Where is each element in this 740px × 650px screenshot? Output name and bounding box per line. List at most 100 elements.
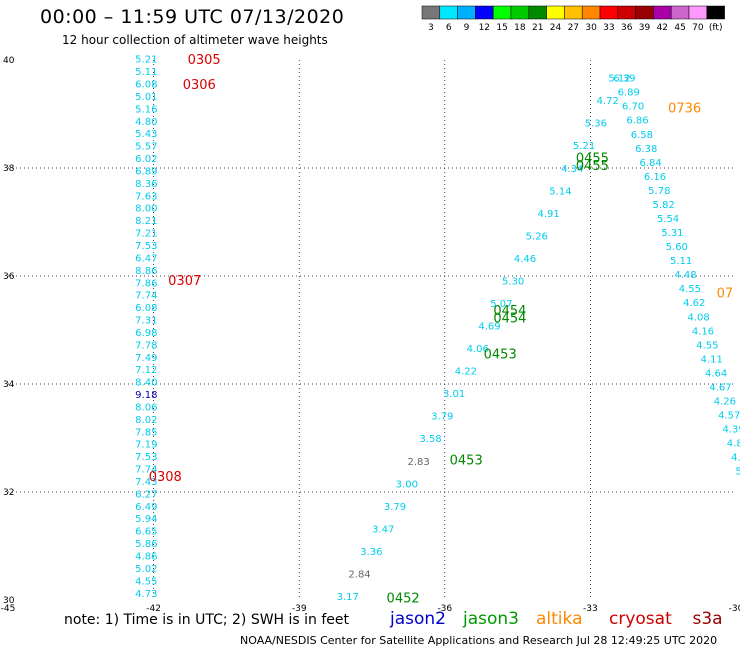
track-value-label: 5.82: [653, 200, 675, 211]
pass-time-label: 0306: [183, 78, 216, 93]
x-tick-label: -36: [437, 604, 452, 614]
track-value-label: 7.85: [135, 427, 157, 438]
y-tick-label: 34: [3, 380, 15, 390]
track-value-label: 4.80: [135, 117, 157, 128]
track-value-label: 5.57: [135, 142, 157, 153]
track-value-label: 4.39: [722, 425, 740, 436]
scale-label: 33: [603, 23, 614, 33]
track-value-label: 6.70: [622, 102, 644, 113]
track-value-label: 6.65: [135, 527, 157, 538]
track-value-label: 7.63: [135, 191, 157, 202]
track-value-label: 5.43: [135, 129, 157, 140]
track-value-label: 5.11: [670, 256, 692, 267]
track-value-label: 4.55: [679, 284, 701, 295]
track-value-label: 6.27: [135, 489, 157, 500]
track-value-label: 5.02: [135, 564, 157, 575]
x-tick-label: -45: [1, 604, 16, 614]
pass-time-label: 0452: [387, 592, 420, 607]
track-value-label: 4.89: [731, 453, 740, 464]
track-value-label: 2.83: [408, 457, 430, 468]
track-value-label: 4.55: [696, 340, 718, 351]
track-value-label: 4.48: [674, 270, 696, 281]
track-value-label: 4.26: [714, 397, 736, 408]
track-value-label: 4.55: [135, 576, 157, 587]
scale-swatch: [581, 5, 601, 20]
track-value-label: 7.53: [135, 241, 157, 252]
track-value-label: 8.36: [135, 179, 157, 190]
x-tick-label: -30: [729, 604, 740, 614]
track-value-label: 6.84: [639, 158, 661, 169]
track-value-label: 6.58: [631, 130, 653, 141]
y-tick-label: 30: [3, 596, 15, 606]
track-value-label: 5.86: [135, 539, 157, 550]
track-value-label: 4.73: [135, 589, 157, 600]
track-value-label: 3.79: [384, 502, 406, 513]
track-value-label: 4.46: [514, 254, 536, 265]
track-value-label: 2.84: [348, 569, 370, 580]
track-value-label: 8.21: [135, 216, 157, 227]
pass-time-label: 0454: [493, 304, 526, 319]
track-value-label: 9.18: [135, 390, 157, 401]
track-value-label: 8.40: [135, 378, 157, 389]
track-value-label: 7.49: [135, 353, 157, 364]
scale-label: 12: [479, 23, 490, 33]
track-value-label: 6.86: [626, 116, 648, 127]
footer-note: note: 1) Time is in UTC; 2) SWH is in fe…: [64, 612, 350, 628]
track-value-label: 5.21: [573, 141, 595, 152]
pass-time-label: 0455: [576, 152, 609, 167]
scale-label: 18: [514, 23, 526, 33]
scale-label: 24: [550, 23, 562, 33]
track-value-label: 4.62: [683, 298, 705, 309]
scale-swatch: [617, 5, 636, 20]
track-value-label: 7.43: [135, 477, 157, 488]
track-value-label: 6.08: [135, 303, 157, 314]
track-value-label: 5.36: [585, 119, 607, 130]
track-value-label: 7.21: [135, 229, 157, 240]
track-value-label: 4.34: [561, 164, 583, 175]
track-value-label: 7.12: [135, 365, 157, 376]
track-value-label: 5.07: [490, 299, 512, 310]
track-value-label: 4.72: [597, 96, 619, 107]
scale-label: 27: [568, 23, 579, 33]
x-tick-label: -39: [292, 604, 307, 614]
track-value-label: 6.98: [135, 328, 157, 339]
track-value-label: 5.54: [657, 214, 679, 225]
track-value-label: 6.38: [635, 144, 657, 155]
track-value-label: 8.02: [135, 415, 157, 426]
track-value-label: 6.02: [135, 154, 157, 165]
track-value-label: 4.22: [455, 367, 477, 378]
track-value-label: 3.36: [360, 547, 382, 558]
track-value-label: 6.89: [135, 166, 157, 177]
track-value-label: 3.79: [431, 412, 453, 423]
y-tick-label: 40: [3, 56, 15, 66]
scale-swatch: [528, 5, 547, 20]
pass-time-label: 0455: [576, 159, 609, 174]
scale-label: 39: [639, 23, 651, 33]
pass-time-label: 0454: [493, 311, 526, 326]
track-value-label: 5.14: [549, 186, 571, 197]
track-value-label: 3.47: [372, 524, 394, 535]
track-value-label: 6.49: [135, 502, 157, 513]
pass-time-label: 0308: [149, 470, 182, 485]
scale-swatch: [564, 5, 583, 20]
track-value-label: 4.83: [727, 439, 740, 450]
pass-time-label: 07: [717, 287, 734, 302]
track-value-label: 7.19: [135, 440, 157, 451]
legend-entry-jason3: jason3: [463, 609, 519, 629]
pass-time-label: 0305: [188, 53, 221, 68]
scale-label: 3: [428, 23, 434, 33]
scale-swatch: [475, 5, 494, 20]
scale-swatch: [457, 5, 476, 20]
scale-swatch: [492, 5, 512, 20]
scale-label: 21: [532, 23, 543, 33]
track-value-label: 5.30: [502, 276, 524, 287]
track-value-label: 8.86: [135, 266, 157, 277]
scale-swatch: [706, 5, 725, 20]
scale-label: 9: [464, 23, 470, 33]
scale-label: (ft): [709, 23, 723, 33]
scale-swatch: [688, 5, 708, 20]
track-value-label: 5.60: [666, 242, 688, 253]
track-value-label: 6.89: [618, 88, 640, 99]
y-tick-label: 36: [3, 272, 15, 282]
